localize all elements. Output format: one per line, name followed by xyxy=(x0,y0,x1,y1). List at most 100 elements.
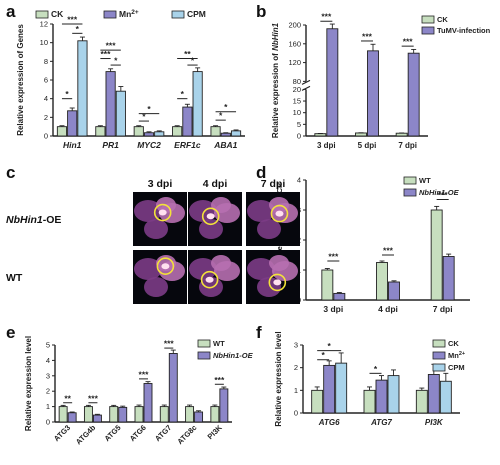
bar xyxy=(95,126,106,137)
significance-label: *** xyxy=(164,339,175,349)
bar xyxy=(355,132,367,137)
x-tick-label: PI3K xyxy=(206,423,225,442)
significance-label: *** xyxy=(403,37,414,47)
leaf-shape xyxy=(189,258,217,280)
fluorescence-spot xyxy=(161,263,170,270)
y-tick-label: 15 xyxy=(293,97,301,106)
y-axis-label: Relative expression of NbHin1 xyxy=(271,22,280,138)
x-tick-label: 7 dpi xyxy=(398,141,417,150)
legend-label: TuMV-infection xyxy=(437,26,491,35)
significance-label: * xyxy=(191,56,195,66)
photo-panel: 3 dpi 4 dpi 7 dpi NbHin1-OE WT xyxy=(6,178,300,304)
leaf-shape xyxy=(269,255,289,271)
significance-label: *** xyxy=(362,31,373,41)
significance-label: * xyxy=(328,341,332,351)
photo-row-label: WT xyxy=(6,272,23,284)
bar xyxy=(326,28,339,137)
x-tick-label: ATG7 xyxy=(153,423,173,443)
bar xyxy=(220,132,231,137)
significance-label: *** xyxy=(328,252,339,262)
y-tick-label: 1 xyxy=(294,386,298,395)
legend-swatch xyxy=(197,339,211,348)
x-tick-label: ATG8c xyxy=(175,423,198,446)
legend-label-sup: 2+ xyxy=(459,351,465,357)
significance-label: *** xyxy=(383,246,394,256)
bar xyxy=(67,110,78,137)
y-tick-label: 0 xyxy=(44,132,48,141)
panel-letter-a: a xyxy=(6,2,16,21)
y-axis-label: Relative expression level xyxy=(24,336,33,431)
bar xyxy=(194,411,204,423)
y-tick-label: 2 xyxy=(294,363,298,372)
bar xyxy=(185,406,195,423)
bar xyxy=(376,262,388,301)
legend-swatch xyxy=(432,351,446,360)
fluorescence-spot xyxy=(205,276,214,283)
y-tick-label: 10 xyxy=(40,38,48,47)
y-tick-label: 12 xyxy=(40,20,48,29)
y-tick-label: 1 xyxy=(46,402,50,411)
y-tick-label: 120 xyxy=(288,58,301,67)
photo-row-label: NbHin1-OE xyxy=(6,214,61,226)
panel-letter-b: b xyxy=(256,2,266,21)
x-tick-label: ATG7 xyxy=(370,418,392,427)
bar xyxy=(118,406,128,423)
leaf-shape xyxy=(199,219,223,239)
bar xyxy=(230,130,242,137)
y-tick-label: 4 xyxy=(297,176,301,185)
bar xyxy=(335,362,348,414)
x-tick-label: ATG6 xyxy=(128,423,148,443)
x-tick-label: ERF1c xyxy=(174,140,201,150)
leaf-shape xyxy=(144,219,168,239)
y-tick-label: 5 xyxy=(297,120,301,129)
significance-label: *** xyxy=(88,393,99,403)
leaf-shape xyxy=(257,219,281,239)
legend-label: CPM xyxy=(187,9,206,19)
highlight-circle xyxy=(268,273,287,292)
bar xyxy=(311,389,324,414)
bar xyxy=(321,269,334,301)
x-tick-label: 3 dpi xyxy=(323,304,343,314)
y-axis-label: Relative expression of Genes xyxy=(16,24,25,136)
legend-label: CK xyxy=(437,15,448,24)
bar xyxy=(367,50,379,137)
legend-label: NbHin1-OE xyxy=(419,188,460,197)
highlight-circle xyxy=(270,204,289,223)
bar xyxy=(375,379,388,414)
bar xyxy=(134,406,144,423)
leaf-shape xyxy=(247,258,275,280)
y-tick-label: 3 xyxy=(294,341,298,350)
chart-e: 0 1 2 3 4 5 Relative expression level ATG3 ATG4b… xyxy=(24,336,254,446)
significance-label: * xyxy=(219,111,223,121)
bar xyxy=(219,388,229,423)
legend-swatch xyxy=(171,10,185,19)
y-tick-label: 0 xyxy=(297,132,301,141)
y-tick-label: 160 xyxy=(288,39,301,48)
bar xyxy=(77,40,88,137)
x-tick-label: 4 dpi xyxy=(378,304,398,314)
legend-swatch xyxy=(35,10,49,19)
significance-label: ** xyxy=(184,49,191,59)
fluorescence-spot xyxy=(275,210,284,217)
y-tick-label: 80 xyxy=(293,77,301,86)
bar xyxy=(58,406,68,423)
bar xyxy=(415,389,428,414)
y-tick-label: 4 xyxy=(44,94,48,103)
x-tick-label: 5 dpi xyxy=(358,141,377,150)
y-tick-label: 10 xyxy=(293,108,301,117)
y-tick-label: 20 xyxy=(293,85,301,94)
legend-label: Mn2+ xyxy=(448,351,465,360)
y-tick-label: 0 xyxy=(46,418,50,427)
highlight-circle xyxy=(201,207,220,226)
legend-label: WT xyxy=(213,339,225,348)
bar xyxy=(115,90,126,137)
x-tick-label: ATG4b xyxy=(74,423,98,447)
significance-label: *** xyxy=(214,375,225,385)
legend-label: CK xyxy=(448,339,459,348)
panel-letter-f: f xyxy=(256,323,262,342)
bar xyxy=(143,132,155,137)
bar xyxy=(83,406,93,423)
significance-label: * xyxy=(322,350,326,360)
